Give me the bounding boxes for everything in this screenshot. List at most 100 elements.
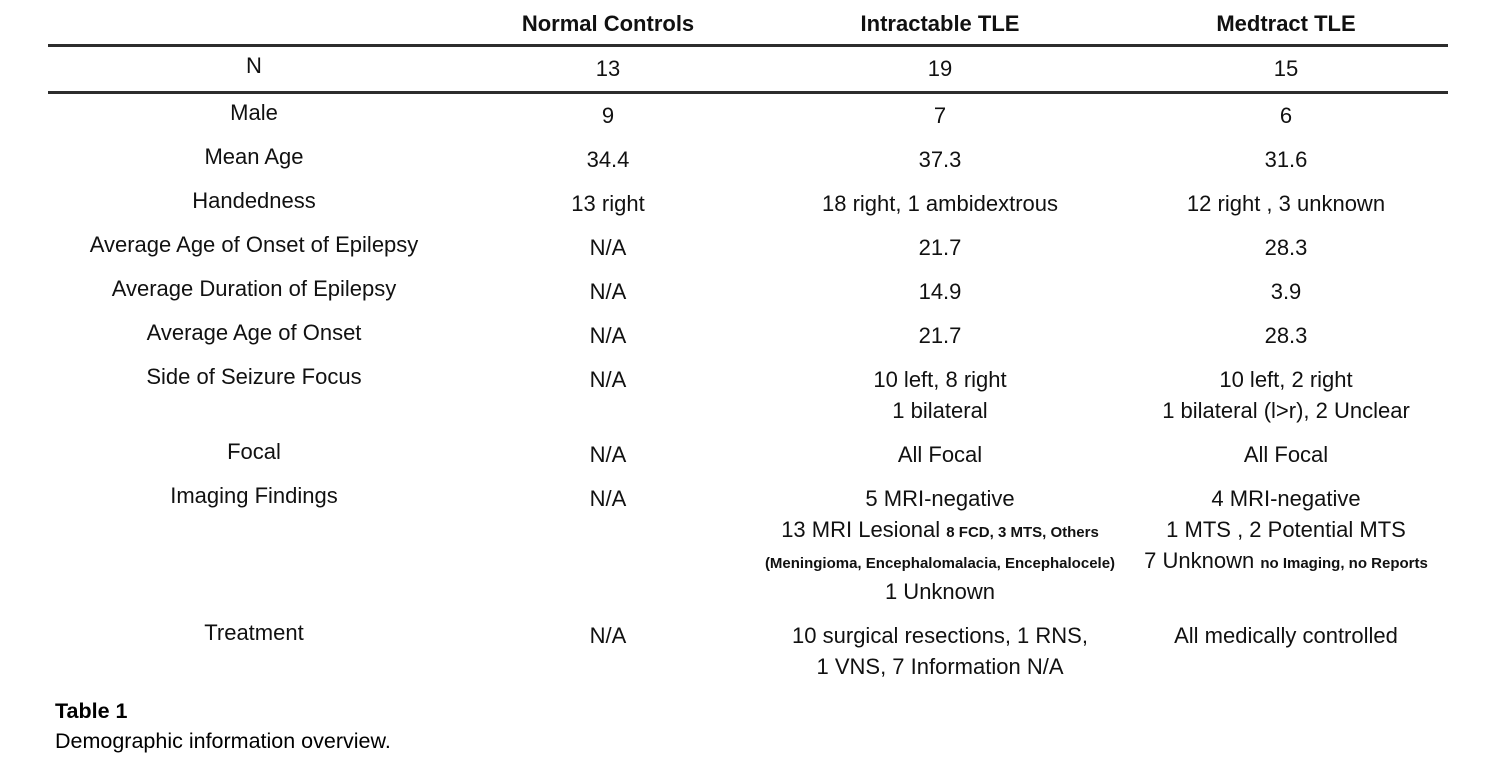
- table-cell: 10 surgical resections, 1 RNS, 1 VNS, 7 I…: [756, 614, 1124, 689]
- row-label: Male: [230, 100, 278, 125]
- row-label: Handedness: [192, 188, 316, 213]
- table-cell: 12 right , 3 unknown: [1124, 182, 1448, 226]
- cell-line: 28.3: [1264, 235, 1308, 260]
- table-cell: 14.9: [756, 270, 1124, 314]
- table-cell: 21.7: [756, 314, 1124, 358]
- table-cell: 34.4: [460, 138, 756, 182]
- table-cell: 18 right, 1 ambidextrous: [756, 182, 1124, 226]
- table-row: Average Duration of Epilepsy N/A 14.9 3.9: [48, 270, 1448, 314]
- table-row: N 13 19 15: [48, 45, 1448, 94]
- table-cell: N/A: [460, 226, 756, 270]
- table-cell: 4 MRI-negative 1 MTS , 2 Potential MTS 7 U…: [1124, 477, 1448, 614]
- cell-line: N/A: [589, 367, 627, 392]
- table-cell: 19: [756, 45, 1124, 94]
- table-cell: N/A: [460, 270, 756, 314]
- demographics-table: Normal Controls Intractable TLE Medtract…: [48, 5, 1448, 689]
- table-cell: 9: [460, 93, 756, 139]
- cell-line: All medically controlled: [1174, 623, 1398, 648]
- cell-line: N/A: [589, 323, 627, 348]
- table-row: Side of Seizure Focus N/A 10 left, 8 right…: [48, 358, 1448, 433]
- cell-line: All Focal: [897, 442, 983, 467]
- cell-line: 31.6: [1264, 147, 1308, 172]
- row-label: Imaging Findings: [170, 483, 338, 508]
- cell-line: 14.9: [918, 279, 962, 304]
- table-cell: N/A: [460, 477, 756, 614]
- cell-line: 7 Unknown no Imaging, no Reports: [1144, 548, 1428, 573]
- table-row: Treatment N/A 10 surgical resections, 1 RN…: [48, 614, 1448, 689]
- cell-line: 3.9: [1270, 279, 1302, 304]
- header-normal-controls: Normal Controls: [460, 5, 756, 47]
- table-cell: 28.3: [1124, 314, 1448, 358]
- table-cell: 13 right: [460, 182, 756, 226]
- header-row: Normal Controls Intractable TLE Medtract…: [48, 5, 1448, 47]
- table-cell: All Focal: [756, 433, 1124, 477]
- table-cell: 5 MRI-negative 13 MRI Lesional 8 FCD, 3 M…: [756, 477, 1124, 614]
- table-cell: 37.3: [756, 138, 1124, 182]
- cell-line: 1 VNS, 7 Information N/A: [816, 654, 1064, 679]
- cell-line: 15: [1273, 56, 1299, 81]
- header-empty-cell: [48, 5, 460, 47]
- table-cell: 3.9: [1124, 270, 1448, 314]
- cell-line: 13 MRI Lesional 8 FCD, 3 MTS, Others: [781, 517, 1099, 542]
- table-cell: All Focal: [1124, 433, 1448, 477]
- table-row: Average Age of Onset N/A 21.7 28.3: [48, 314, 1448, 358]
- table-row: Imaging Findings N/A 5 MRI-negative 13 MRI …: [48, 477, 1448, 614]
- demographics-table-container: Normal Controls Intractable TLE Medtract…: [48, 5, 1448, 689]
- table-row: Focal N/A All Focal All Focal: [48, 433, 1448, 477]
- caption-label: Table 1: [55, 699, 128, 723]
- cell-line: N/A: [589, 486, 627, 511]
- header-medtract-tle: Medtract TLE: [1124, 5, 1448, 47]
- row-label: Side of Seizure Focus: [146, 364, 362, 389]
- cell-line: 9: [601, 103, 615, 128]
- row-label: Mean Age: [204, 144, 304, 169]
- cell-line: 18 right, 1 ambidextrous: [821, 191, 1059, 216]
- cell-line: 37.3: [918, 147, 962, 172]
- table-body: N 13 19 15 Male 9 7 6 Mean Age 34.4 37.3 31.6 Handed…: [48, 45, 1448, 690]
- table-cell: 6: [1124, 93, 1448, 139]
- cell-line: 10 surgical resections, 1 RNS,: [792, 623, 1088, 648]
- table-caption: Table 1 Demographic information overview…: [55, 696, 391, 756]
- cell-line: N/A: [589, 279, 627, 304]
- table-cell: 21.7: [756, 226, 1124, 270]
- table-cell: N/A: [460, 314, 756, 358]
- cell-line: 6: [1279, 103, 1293, 128]
- cell-line: 4 MRI-negative: [1211, 486, 1361, 511]
- cell-line: 13 right: [571, 191, 645, 216]
- table-row: Mean Age 34.4 37.3 31.6: [48, 138, 1448, 182]
- table-cell: All medically controlled: [1124, 614, 1448, 689]
- table-cell: N/A: [460, 433, 756, 477]
- cell-line: 21.7: [918, 323, 962, 348]
- cell-line: 12 right , 3 unknown: [1186, 191, 1386, 216]
- cell-line: 1 MTS , 2 Potential MTS: [1166, 517, 1406, 542]
- cell-line: 1 bilateral: [892, 398, 988, 423]
- row-label: Treatment: [204, 620, 304, 645]
- cell-line: N/A: [589, 623, 627, 648]
- header-intractable-tle: Intractable TLE: [756, 5, 1124, 47]
- cell-line: 19: [927, 56, 953, 81]
- table-cell: 10 left, 2 right 1 bilateral (l>r), 2 Unc…: [1124, 358, 1448, 433]
- cell-line: 1 bilateral (l>r), 2 Unclear: [1162, 398, 1410, 423]
- cell-line: 7: [933, 103, 947, 128]
- cell-line: (Meningioma, Encephalomalacia, Encephalo…: [764, 555, 1116, 572]
- cell-line: 21.7: [918, 235, 962, 260]
- table-cell: 31.6: [1124, 138, 1448, 182]
- cell-line: N/A: [589, 235, 627, 260]
- table-cell: 13: [460, 45, 756, 94]
- cell-line: 10 left, 8 right: [873, 367, 1007, 392]
- table-cell: 28.3: [1124, 226, 1448, 270]
- cell-line: 10 left, 2 right: [1219, 367, 1353, 392]
- row-label: N: [48, 45, 460, 94]
- row-label: Average Age of Onset: [146, 320, 362, 345]
- cell-line: 5 MRI-negative: [865, 486, 1015, 511]
- table-cell: 7: [756, 93, 1124, 139]
- table-cell: N/A: [460, 358, 756, 433]
- table-cell: N/A: [460, 614, 756, 689]
- cell-line: 1 Unknown: [884, 579, 996, 604]
- table-row: Male 9 7 6: [48, 93, 1448, 139]
- caption-text: Demographic information overview.: [55, 729, 391, 753]
- cell-line: N/A: [589, 442, 627, 467]
- cell-line: 13: [595, 56, 621, 81]
- table-row: Handedness 13 right 18 right, 1 ambidextro…: [48, 182, 1448, 226]
- cell-line: All Focal: [1243, 442, 1329, 467]
- table-cell: 10 left, 8 right 1 bilateral: [756, 358, 1124, 433]
